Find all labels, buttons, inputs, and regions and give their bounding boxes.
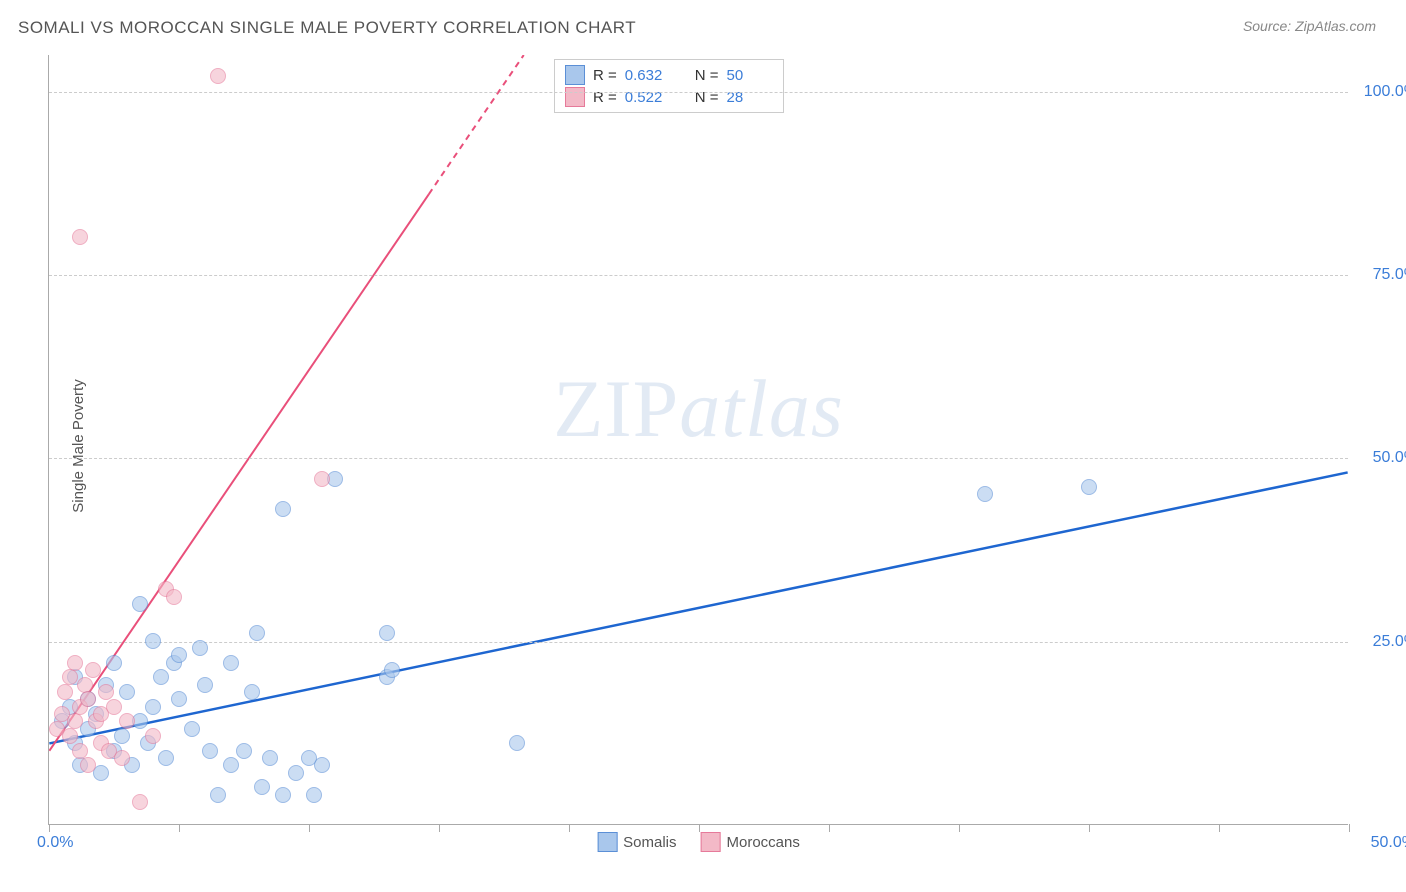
legend-stats-row-somalis: R = 0.632 N = 50 [565, 64, 773, 86]
data-point [62, 728, 78, 744]
data-point [166, 589, 182, 605]
swatch-somalis [565, 65, 585, 85]
y-tick-label: 25.0% [1373, 633, 1406, 651]
data-point [223, 757, 239, 773]
x-axis-max-label: 50.0% [1371, 834, 1406, 852]
data-point [202, 743, 218, 759]
x-tick [1089, 824, 1090, 832]
data-point [106, 655, 122, 671]
data-point [72, 229, 88, 245]
x-axis-min-label: 0.0% [37, 834, 73, 852]
y-tick-label: 75.0% [1373, 266, 1406, 284]
data-point [171, 691, 187, 707]
x-tick [309, 824, 310, 832]
data-point [67, 655, 83, 671]
data-point [384, 662, 400, 678]
legend-stats: R = 0.632 N = 50 R = 0.522 N = 28 [554, 59, 784, 113]
x-tick [829, 824, 830, 832]
data-point [379, 625, 395, 641]
data-point [236, 743, 252, 759]
data-point [275, 501, 291, 517]
data-point [80, 691, 96, 707]
data-point [314, 757, 330, 773]
y-tick-label: 100.0% [1364, 83, 1406, 101]
data-point [158, 750, 174, 766]
data-point [977, 486, 993, 502]
legend-label-somalis: Somalis [623, 834, 676, 851]
data-point [106, 699, 122, 715]
data-point [85, 662, 101, 678]
data-point [119, 684, 135, 700]
data-point [262, 750, 278, 766]
trend-lines [49, 55, 1348, 824]
chart-title: SOMALI VS MOROCCAN SINGLE MALE POVERTY C… [18, 18, 636, 38]
data-point [114, 728, 130, 744]
data-point [145, 728, 161, 744]
r-value-somalis: 0.632 [625, 67, 671, 84]
legend-series: Somalis Moroccans [597, 832, 800, 852]
swatch-moroccans-icon [701, 832, 721, 852]
swatch-moroccans [565, 87, 585, 107]
watermark-atlas: atlas [679, 363, 843, 454]
data-point [72, 743, 88, 759]
gridline [49, 275, 1348, 276]
x-tick [959, 824, 960, 832]
x-tick [439, 824, 440, 832]
data-point [254, 779, 270, 795]
n-value-somalis: 50 [727, 67, 773, 84]
x-tick [569, 824, 570, 832]
source-prefix: Source: [1243, 18, 1295, 34]
gridline [49, 92, 1348, 93]
data-point [77, 677, 93, 693]
data-point [98, 684, 114, 700]
x-tick [699, 824, 700, 832]
data-point [145, 633, 161, 649]
data-point [153, 669, 169, 685]
data-point [210, 787, 226, 803]
r-label: R = [593, 67, 617, 84]
legend-label-moroccans: Moroccans [727, 834, 800, 851]
x-tick [49, 824, 50, 832]
data-point [249, 625, 265, 641]
legend-item-moroccans: Moroccans [701, 832, 800, 852]
source-attribution: Source: ZipAtlas.com [1243, 18, 1376, 34]
watermark-zip: ZIP [553, 363, 679, 454]
data-point [244, 684, 260, 700]
data-point [132, 794, 148, 810]
x-tick [1349, 824, 1350, 832]
legend-item-somalis: Somalis [597, 832, 676, 852]
data-point [223, 655, 239, 671]
data-point [119, 713, 135, 729]
x-tick [179, 824, 180, 832]
swatch-somalis-icon [597, 832, 617, 852]
data-point [288, 765, 304, 781]
data-point [192, 640, 208, 656]
data-point [132, 596, 148, 612]
data-point [57, 684, 73, 700]
gridline [49, 458, 1348, 459]
plot-area: ZIPatlas R = 0.632 N = 50 R = 0.522 N = … [48, 55, 1348, 825]
data-point [275, 787, 291, 803]
source-name: ZipAtlas.com [1295, 18, 1376, 34]
n-label: N = [695, 67, 719, 84]
data-point [509, 735, 525, 751]
gridline [49, 642, 1348, 643]
data-point [210, 68, 226, 84]
data-point [80, 757, 96, 773]
watermark: ZIPatlas [553, 362, 843, 456]
data-point [114, 750, 130, 766]
data-point [145, 699, 161, 715]
data-point [197, 677, 213, 693]
data-point [184, 721, 200, 737]
data-point [314, 471, 330, 487]
y-tick-label: 50.0% [1373, 449, 1406, 467]
x-tick [1219, 824, 1220, 832]
data-point [171, 647, 187, 663]
data-point [1081, 479, 1097, 495]
data-point [62, 669, 78, 685]
data-point [306, 787, 322, 803]
data-point [67, 713, 83, 729]
chart-container: SOMALI VS MOROCCAN SINGLE MALE POVERTY C… [0, 0, 1406, 892]
legend-stats-row-moroccans: R = 0.522 N = 28 [565, 86, 773, 108]
